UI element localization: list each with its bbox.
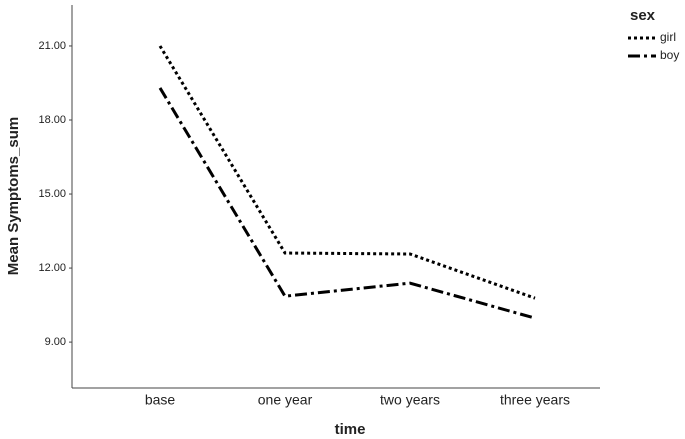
y-tick-label: 12.00 (38, 262, 66, 274)
legend-title: sex (630, 7, 656, 24)
y-tick-label: 9.00 (45, 336, 66, 348)
x-tick-label: base (145, 392, 176, 408)
series-line (158, 87, 536, 320)
x-tick-label: two years (380, 392, 440, 408)
y-tick-label: 21.00 (38, 40, 66, 52)
x-tick-label: three years (500, 392, 570, 408)
y-tick-label: 15.00 (38, 188, 66, 200)
x-tick-label: one year (258, 392, 313, 408)
y-tick-label: 18.00 (38, 114, 66, 126)
legend-label: boy (660, 48, 679, 62)
x-axis-label: time (335, 421, 366, 438)
y-axis-label: Mean Symptoms_sum (5, 117, 22, 275)
series-line (158, 45, 536, 300)
legend-label: girl (660, 30, 676, 44)
